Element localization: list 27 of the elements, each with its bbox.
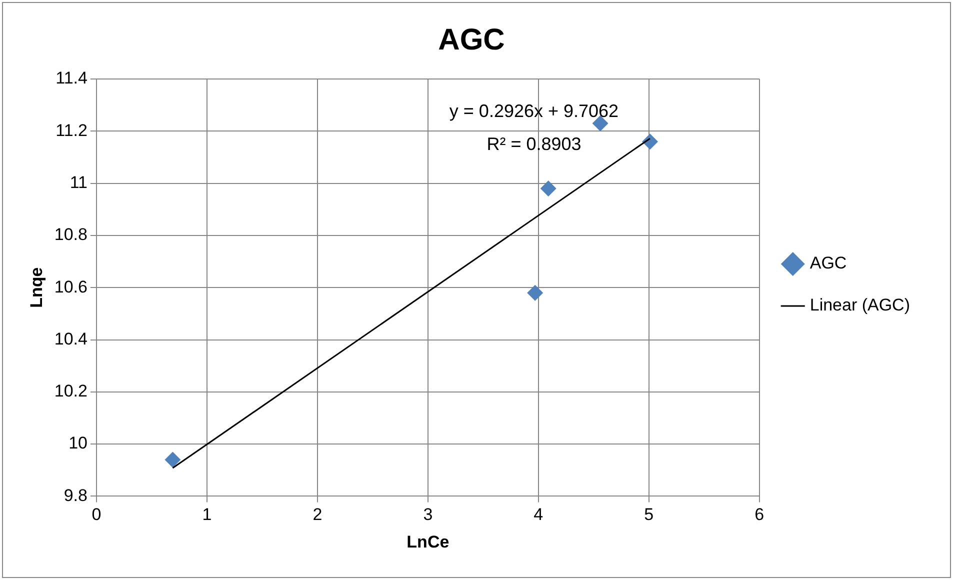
- y-tick-label: 10.2: [54, 382, 88, 401]
- y-tick-label: 10.4: [54, 329, 88, 348]
- y-tick-label: 11: [70, 172, 88, 192]
- x-tick-label: 0: [92, 505, 102, 524]
- point: [642, 134, 658, 150]
- chart-title: AGC: [438, 23, 505, 56]
- legend-label: AGC: [810, 254, 847, 273]
- y-tick-label: 10.8: [54, 225, 88, 244]
- y-tick-label: 11.4: [56, 68, 88, 88]
- y-tick-label: 10.6: [54, 277, 88, 296]
- x-tick-label: 6: [754, 505, 764, 524]
- annotation: y = 0.2926x + 9.7062: [449, 100, 619, 121]
- point: [164, 452, 181, 468]
- point: [540, 180, 556, 197]
- y-tick-label: 11.2: [56, 120, 88, 140]
- x-tick-label: 3: [423, 505, 433, 524]
- y-axis-title: Lnqe: [26, 267, 46, 308]
- y-tick-label: 10: [68, 434, 88, 453]
- x-tick-label: 2: [312, 505, 322, 524]
- x-tick-label: 1: [202, 505, 212, 524]
- point: [527, 284, 544, 301]
- x-axis-title: LnCe: [406, 532, 450, 552]
- y-tick-label: 9.8: [64, 486, 88, 505]
- x-tick-label: 5: [644, 505, 654, 524]
- x-tick-label: 4: [534, 505, 544, 524]
- legend-label: Linear (AGC): [810, 296, 910, 315]
- annotation: R² = 0.8903: [486, 134, 582, 154]
